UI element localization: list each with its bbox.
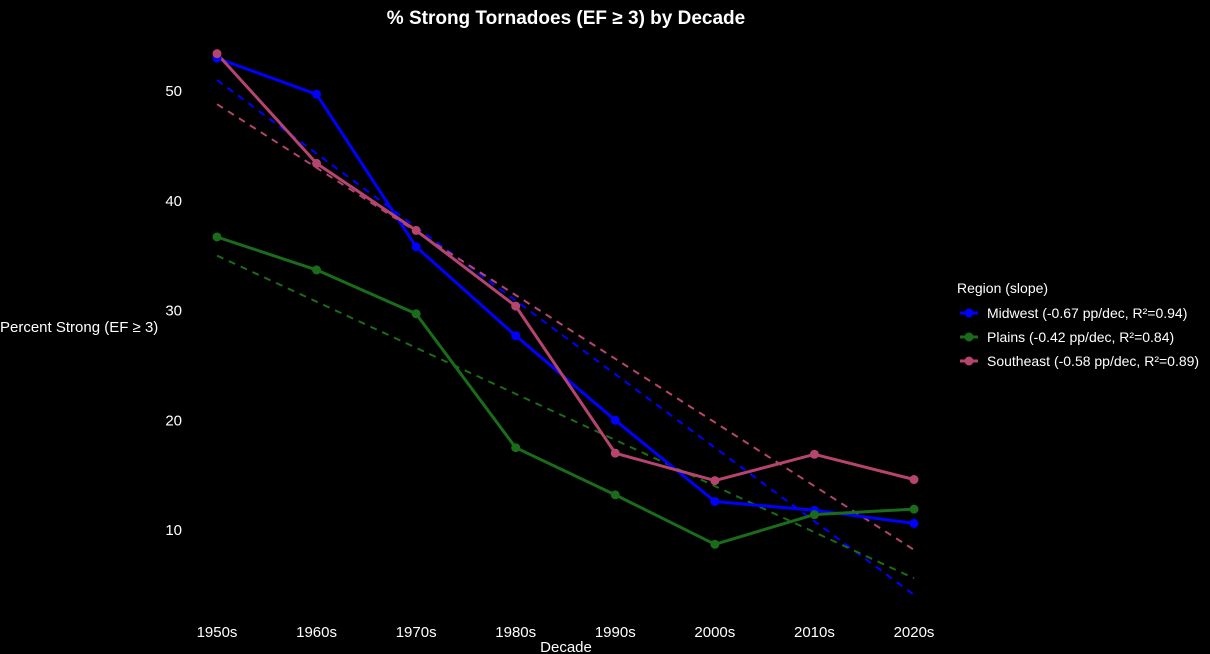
x-tick-label: 1950s xyxy=(197,624,238,641)
midwest-trend-line xyxy=(216,79,915,596)
southeast-data-point xyxy=(411,225,421,235)
plains-series-line xyxy=(216,235,915,546)
legend-label: Midwest (-0.67 pp/dec, R²=0.94) xyxy=(987,305,1187,321)
legend-item-midwest: Midwest (-0.67 pp/dec, R²=0.94) xyxy=(960,305,1187,321)
legend-items: Midwest (-0.67 pp/dec, R²=0.94) Plains (-… xyxy=(960,305,1199,369)
trend-lines xyxy=(216,79,915,596)
southeast-series-line xyxy=(215,52,915,483)
legend-item-southeast: Southeast (-0.58 pp/dec, R²=0.89) xyxy=(960,353,1199,369)
legend-label: Southeast (-0.58 pp/dec, R²=0.89) xyxy=(987,353,1199,369)
midwest-data-point xyxy=(710,496,720,506)
plains-data-point xyxy=(411,309,421,319)
plains-data-point xyxy=(909,504,919,514)
y-tick-label: 30 xyxy=(165,303,182,320)
y-axis-ticks: 10 20 30 40 50 xyxy=(165,83,182,539)
southeast-data-point xyxy=(710,476,720,486)
southeast-trend-line xyxy=(216,103,915,551)
plains-data-point xyxy=(809,510,819,520)
series-lines xyxy=(215,52,915,546)
y-axis-label: Percent Strong (EF ≥ 3) xyxy=(0,319,158,336)
chart-title: % Strong Tornadoes (EF ≥ 3) by Decade xyxy=(387,8,745,29)
plains-data-point xyxy=(511,443,521,453)
x-tick-label: 2010s xyxy=(794,624,835,641)
legend-swatch-point xyxy=(964,332,974,342)
series-points xyxy=(212,49,919,549)
x-tick-label: 1970s xyxy=(396,624,437,641)
x-tick-label: 2020s xyxy=(894,624,935,641)
southeast-data-point xyxy=(909,475,919,485)
legend-swatch-point xyxy=(964,356,974,366)
legend-swatch-point xyxy=(964,308,974,318)
midwest-data-point xyxy=(411,242,421,252)
plains-data-point xyxy=(212,232,222,242)
x-tick-label: 1990s xyxy=(595,624,636,641)
legend: Region (slope) Midwest (-0.67 pp/dec, R²… xyxy=(957,280,1199,369)
x-tick-label: 1980s xyxy=(495,624,536,641)
plains-data-point xyxy=(610,490,620,500)
southeast-data-point xyxy=(511,301,521,311)
legend-label: Plains (-0.42 pp/dec, R²=0.84) xyxy=(987,329,1174,345)
x-axis-ticks: 1950s 1960s 1970s 1980s 1990s 2000s 2010s 2020s xyxy=(197,624,935,641)
legend-title: Region (slope) xyxy=(957,280,1048,296)
plains-data-point xyxy=(710,539,720,549)
y-tick-label: 20 xyxy=(165,412,182,429)
y-tick-label: 50 xyxy=(165,83,182,100)
plains-trend-line xyxy=(216,254,915,580)
southeast-data-point xyxy=(610,448,620,458)
legend-item-plains: Plains (-0.42 pp/dec, R²=0.84) xyxy=(960,329,1174,345)
x-tick-label: 2000s xyxy=(694,624,735,641)
southeast-data-point xyxy=(809,449,819,459)
x-tick-label: 1960s xyxy=(296,624,337,641)
y-tick-label: 40 xyxy=(165,193,182,210)
y-tick-label: 10 xyxy=(165,522,182,539)
midwest-data-point xyxy=(909,518,919,528)
midwest-data-point xyxy=(610,415,620,425)
southeast-data-point xyxy=(212,49,222,59)
southeast-data-point xyxy=(312,158,322,168)
x-axis-label: Decade xyxy=(540,639,592,654)
midwest-data-point xyxy=(511,331,521,341)
plains-data-point xyxy=(312,265,322,275)
midwest-data-point xyxy=(312,89,322,99)
